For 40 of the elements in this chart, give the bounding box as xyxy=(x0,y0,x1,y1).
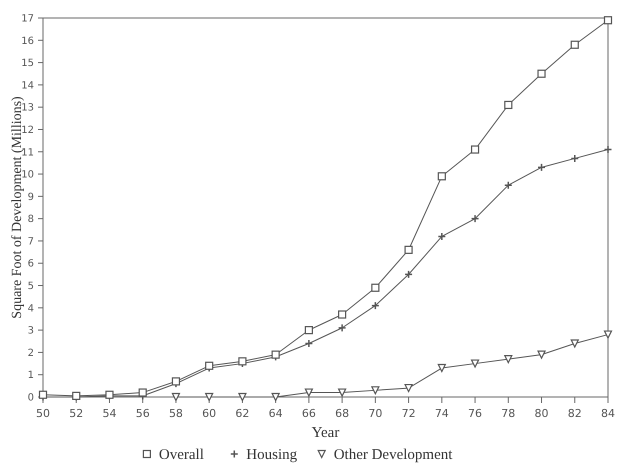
x-tick-label: 56 xyxy=(136,407,150,420)
legend-label: Overall xyxy=(158,447,204,463)
x-tick-label: 70 xyxy=(368,407,382,420)
y-tick-label: 8 xyxy=(28,214,34,226)
legend-label: Other Development xyxy=(334,447,454,463)
x-tick-label: 72 xyxy=(402,407,416,420)
legend-label: Housing xyxy=(246,447,298,463)
y-tick-label: 10 xyxy=(21,170,34,181)
y-tick-label: 14 xyxy=(21,80,34,92)
y-tick-label: 2 xyxy=(28,348,34,359)
y-tick-label: 17 xyxy=(21,14,34,24)
x-tick-label: 80 xyxy=(534,407,549,420)
y-tick-label: 0 xyxy=(28,392,34,404)
x-tick-label: 82 xyxy=(568,407,582,420)
x-tick-label: 60 xyxy=(202,407,216,420)
y-tick-label: 15 xyxy=(21,58,34,70)
x-tick-label: 62 xyxy=(235,407,250,420)
y-tick-label: 11 xyxy=(21,147,34,158)
y-tick-label: 3 xyxy=(28,326,34,337)
x-tick-label: 58 xyxy=(168,407,183,420)
y-tick-label: 16 xyxy=(21,36,34,47)
x-tick-label: 66 xyxy=(302,407,316,420)
y-tick-label: 5 xyxy=(28,281,34,292)
x-tick-label: 68 xyxy=(335,407,350,420)
y-tick-label: 4 xyxy=(28,303,34,314)
x-tick-label: 64 xyxy=(268,407,283,420)
x-tick-label: 54 xyxy=(102,407,116,420)
y-tick-label: 12 xyxy=(21,124,34,136)
x-tick-label: 78 xyxy=(501,407,516,420)
x-tick-label: 52 xyxy=(69,407,84,420)
x-tick-label: 50 xyxy=(36,407,50,420)
y-tick-label: 13 xyxy=(21,102,34,114)
y-tick-label: 1 xyxy=(28,370,34,382)
x-axis-title: Year xyxy=(312,425,340,441)
x-tick-label: 84 xyxy=(601,407,615,420)
y-tick-label: 9 xyxy=(28,192,34,203)
y-tick-label: 6 xyxy=(28,258,34,270)
y-tick-label: 7 xyxy=(28,236,34,248)
x-tick-label: 74 xyxy=(434,407,449,420)
x-tick-label: 76 xyxy=(468,407,482,420)
